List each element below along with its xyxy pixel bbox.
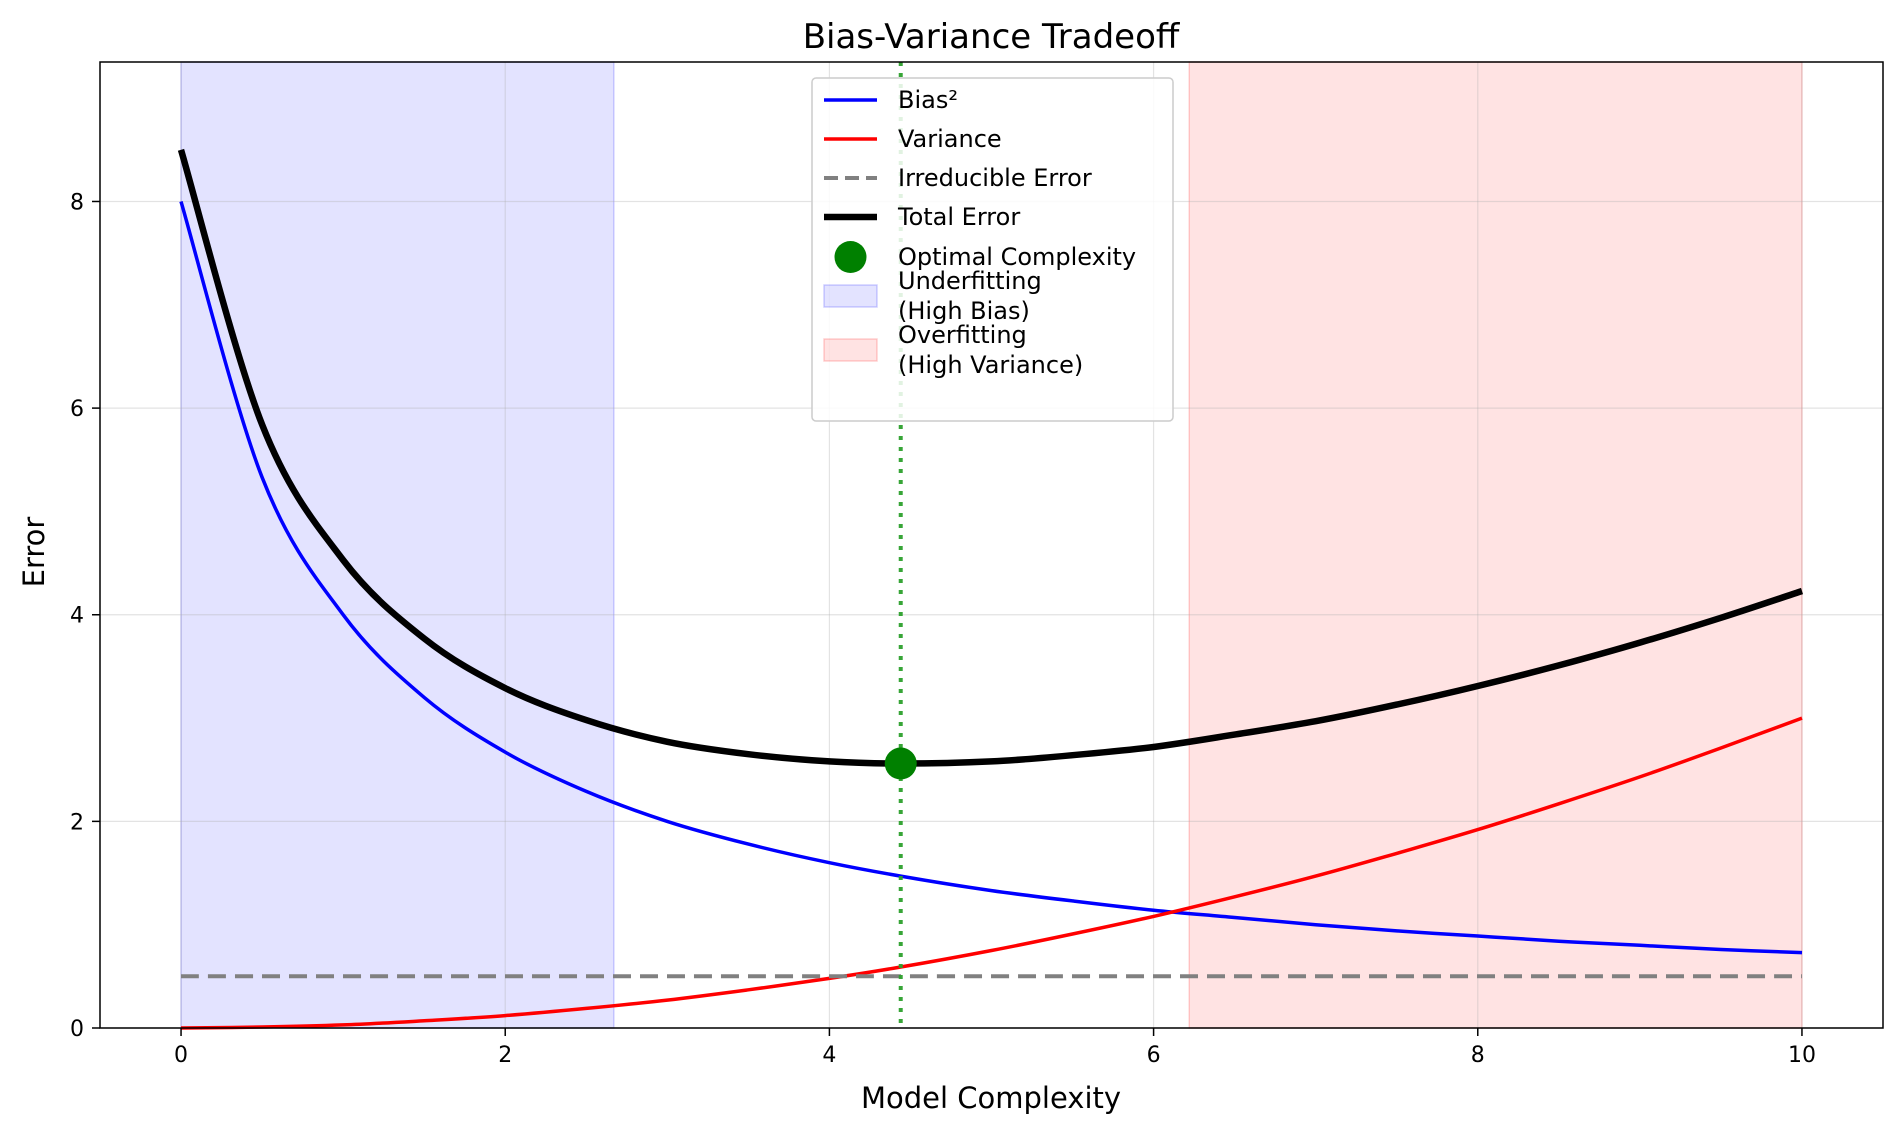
bias-line (179, 201, 1803, 955)
x-tick-label: 0 (174, 1043, 188, 1068)
legend-handle (823, 338, 878, 362)
y-tick-label: 4 (70, 604, 84, 629)
plot-frame (99, 61, 1884, 1029)
y-axis-label: Error (17, 517, 51, 588)
x-tick-label: 6 (1147, 1043, 1161, 1068)
optimal-marker (884, 62, 917, 1028)
region-overfitting (1188, 61, 1803, 1029)
region-underfitting (180, 61, 615, 1029)
legend-box (811, 77, 1174, 422)
y-axis-ticks: 0 2 4 6 8 (70, 190, 100, 1042)
y-tick-label: 0 (70, 1017, 84, 1042)
legend-label: Irreducible Error (898, 164, 1092, 192)
x-axis-ticks: 0 2 4 6 8 10 (174, 1028, 1816, 1068)
legend-label: Underfitting (High Bias) (898, 267, 1042, 325)
optimal-point (884, 747, 917, 780)
legend-handle (834, 241, 867, 273)
legend: Bias² Variance Irreducible Error Total Erro… (811, 77, 1174, 422)
legend-label: Optimal Complexity (898, 243, 1136, 271)
x-tick-label: 4 (822, 1043, 836, 1068)
legend-label: Overfitting (High Variance) (898, 321, 1083, 379)
shaded-regions (180, 61, 1803, 1029)
x-axis-label: Model Complexity (861, 1081, 1121, 1115)
legend-label: Variance (898, 125, 1002, 153)
x-tick-label: 8 (1471, 1043, 1485, 1068)
legend-handle (823, 284, 878, 308)
x-tick-label: 10 (1788, 1043, 1816, 1068)
y-tick-label: 6 (70, 397, 84, 422)
y-tick-label: 8 (70, 190, 84, 215)
series-lines (177, 148, 1804, 1030)
legend-label: Bias² (898, 86, 958, 114)
total-error-line (177, 148, 1804, 767)
chart-title: Bias-Variance Tradeoff (803, 17, 1181, 57)
x-tick-label: 2 (498, 1043, 512, 1068)
variance-line (180, 716, 1803, 1030)
legend-label: Total Error (897, 203, 1020, 231)
y-tick-label: 2 (70, 810, 84, 835)
